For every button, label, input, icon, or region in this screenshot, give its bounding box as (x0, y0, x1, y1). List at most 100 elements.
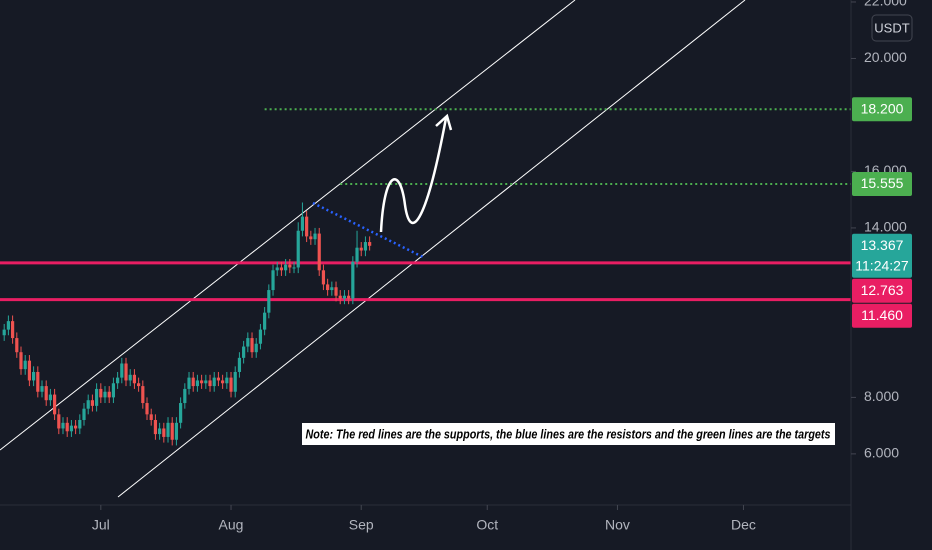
price-badge-label: 11.460 (861, 307, 903, 323)
candle-body (237, 357, 242, 372)
candle-body (128, 374, 132, 381)
candle-body (200, 380, 204, 384)
candle-body (48, 394, 53, 401)
candle-body (305, 216, 309, 237)
candle-body (313, 233, 317, 240)
y-tick-label: 8.000 (864, 388, 899, 404)
candle-body (11, 321, 15, 339)
y-tick-label: 20.000 (864, 49, 907, 65)
candle-body (6, 321, 11, 330)
candle-body (27, 360, 32, 381)
candle-body (158, 428, 162, 435)
candle-body (351, 261, 355, 299)
candle-body (23, 360, 27, 370)
candle-body (229, 377, 233, 392)
x-tick-label: Sep (349, 517, 374, 533)
x-tick-label: Aug (219, 517, 244, 533)
price-badge-label: 18.200 (861, 101, 904, 117)
candle-body (300, 216, 305, 231)
x-tick-label: Nov (605, 517, 630, 533)
candle-body (99, 388, 103, 398)
candle-body (95, 388, 99, 406)
candle-body (250, 338, 254, 353)
price-badge (852, 303, 912, 328)
candle-body (124, 363, 128, 381)
candle-body (221, 380, 225, 384)
marks (0, 108, 851, 446)
candle-body (363, 242, 368, 251)
candle-body (183, 388, 187, 404)
candle-body (2, 329, 6, 336)
candle-body (321, 270, 326, 285)
x-tick-label: Dec (731, 517, 756, 533)
candle-body (326, 284, 330, 291)
candle-body (69, 425, 74, 432)
channel-lower (117, 0, 746, 498)
candle-body (137, 383, 141, 387)
candle-body (153, 419, 158, 435)
x-tick-label: Oct (476, 517, 498, 533)
candle-body (317, 233, 321, 271)
price-badge-label: 12.763 (861, 282, 904, 298)
candle-body (191, 377, 195, 387)
candle-body (342, 295, 347, 299)
candle-body (19, 352, 23, 370)
candle-body (359, 247, 363, 251)
candle-body (107, 391, 111, 398)
candle-body (204, 380, 208, 384)
candle-body (267, 290, 271, 313)
candle-body (338, 295, 342, 299)
candle-body (111, 383, 116, 398)
y-tick-label: 14.000 (864, 219, 907, 235)
note: Note: The red lines are the supports, th… (306, 427, 831, 441)
candle-body (116, 377, 120, 384)
candle-body (90, 400, 95, 406)
candle-body (368, 242, 372, 246)
currency-box (871, 14, 913, 42)
candle-body (57, 414, 61, 429)
candle-body (32, 371, 36, 381)
x-tick-label: Jul (92, 517, 110, 533)
candle-body (254, 343, 258, 353)
candle-body (212, 377, 216, 387)
channel-upper (0, 0, 576, 451)
resistance-line (312, 201, 426, 260)
candle-body (271, 270, 275, 291)
currency: USDT (874, 20, 909, 35)
candle-body (74, 425, 78, 429)
candle-body (279, 267, 284, 271)
countdown: 11:24:27 (855, 258, 909, 274)
candle-body (61, 422, 65, 429)
candle-body (166, 422, 170, 437)
candle-body (15, 338, 19, 353)
price-badge-label: 13.367 (861, 237, 904, 253)
candle-body (149, 414, 153, 420)
candle-body (347, 295, 351, 299)
candle-body (233, 371, 237, 392)
arrow-head (435, 113, 453, 131)
candle-body (141, 386, 145, 404)
candle-body (78, 419, 82, 429)
candle-body (292, 267, 296, 269)
candle-body (179, 403, 183, 423)
y-tick-label: 6.000 (864, 445, 899, 461)
note-box (302, 423, 835, 445)
candle-body (120, 363, 124, 378)
candle-body (170, 422, 174, 440)
y-tick-label: 22.000 (864, 0, 907, 9)
candle-body (82, 408, 86, 420)
candle-body (65, 422, 69, 432)
candle-body (288, 264, 292, 268)
candle-body (36, 371, 40, 392)
price-badge-label: 15.555 (861, 175, 904, 191)
candle-body (246, 338, 250, 347)
candle-body (334, 287, 338, 296)
candle-body (40, 386, 44, 392)
candle-body (275, 267, 279, 271)
candle-body (284, 264, 288, 271)
candle-body (174, 422, 179, 440)
candle-body (44, 386, 48, 401)
candle-body (216, 377, 221, 381)
